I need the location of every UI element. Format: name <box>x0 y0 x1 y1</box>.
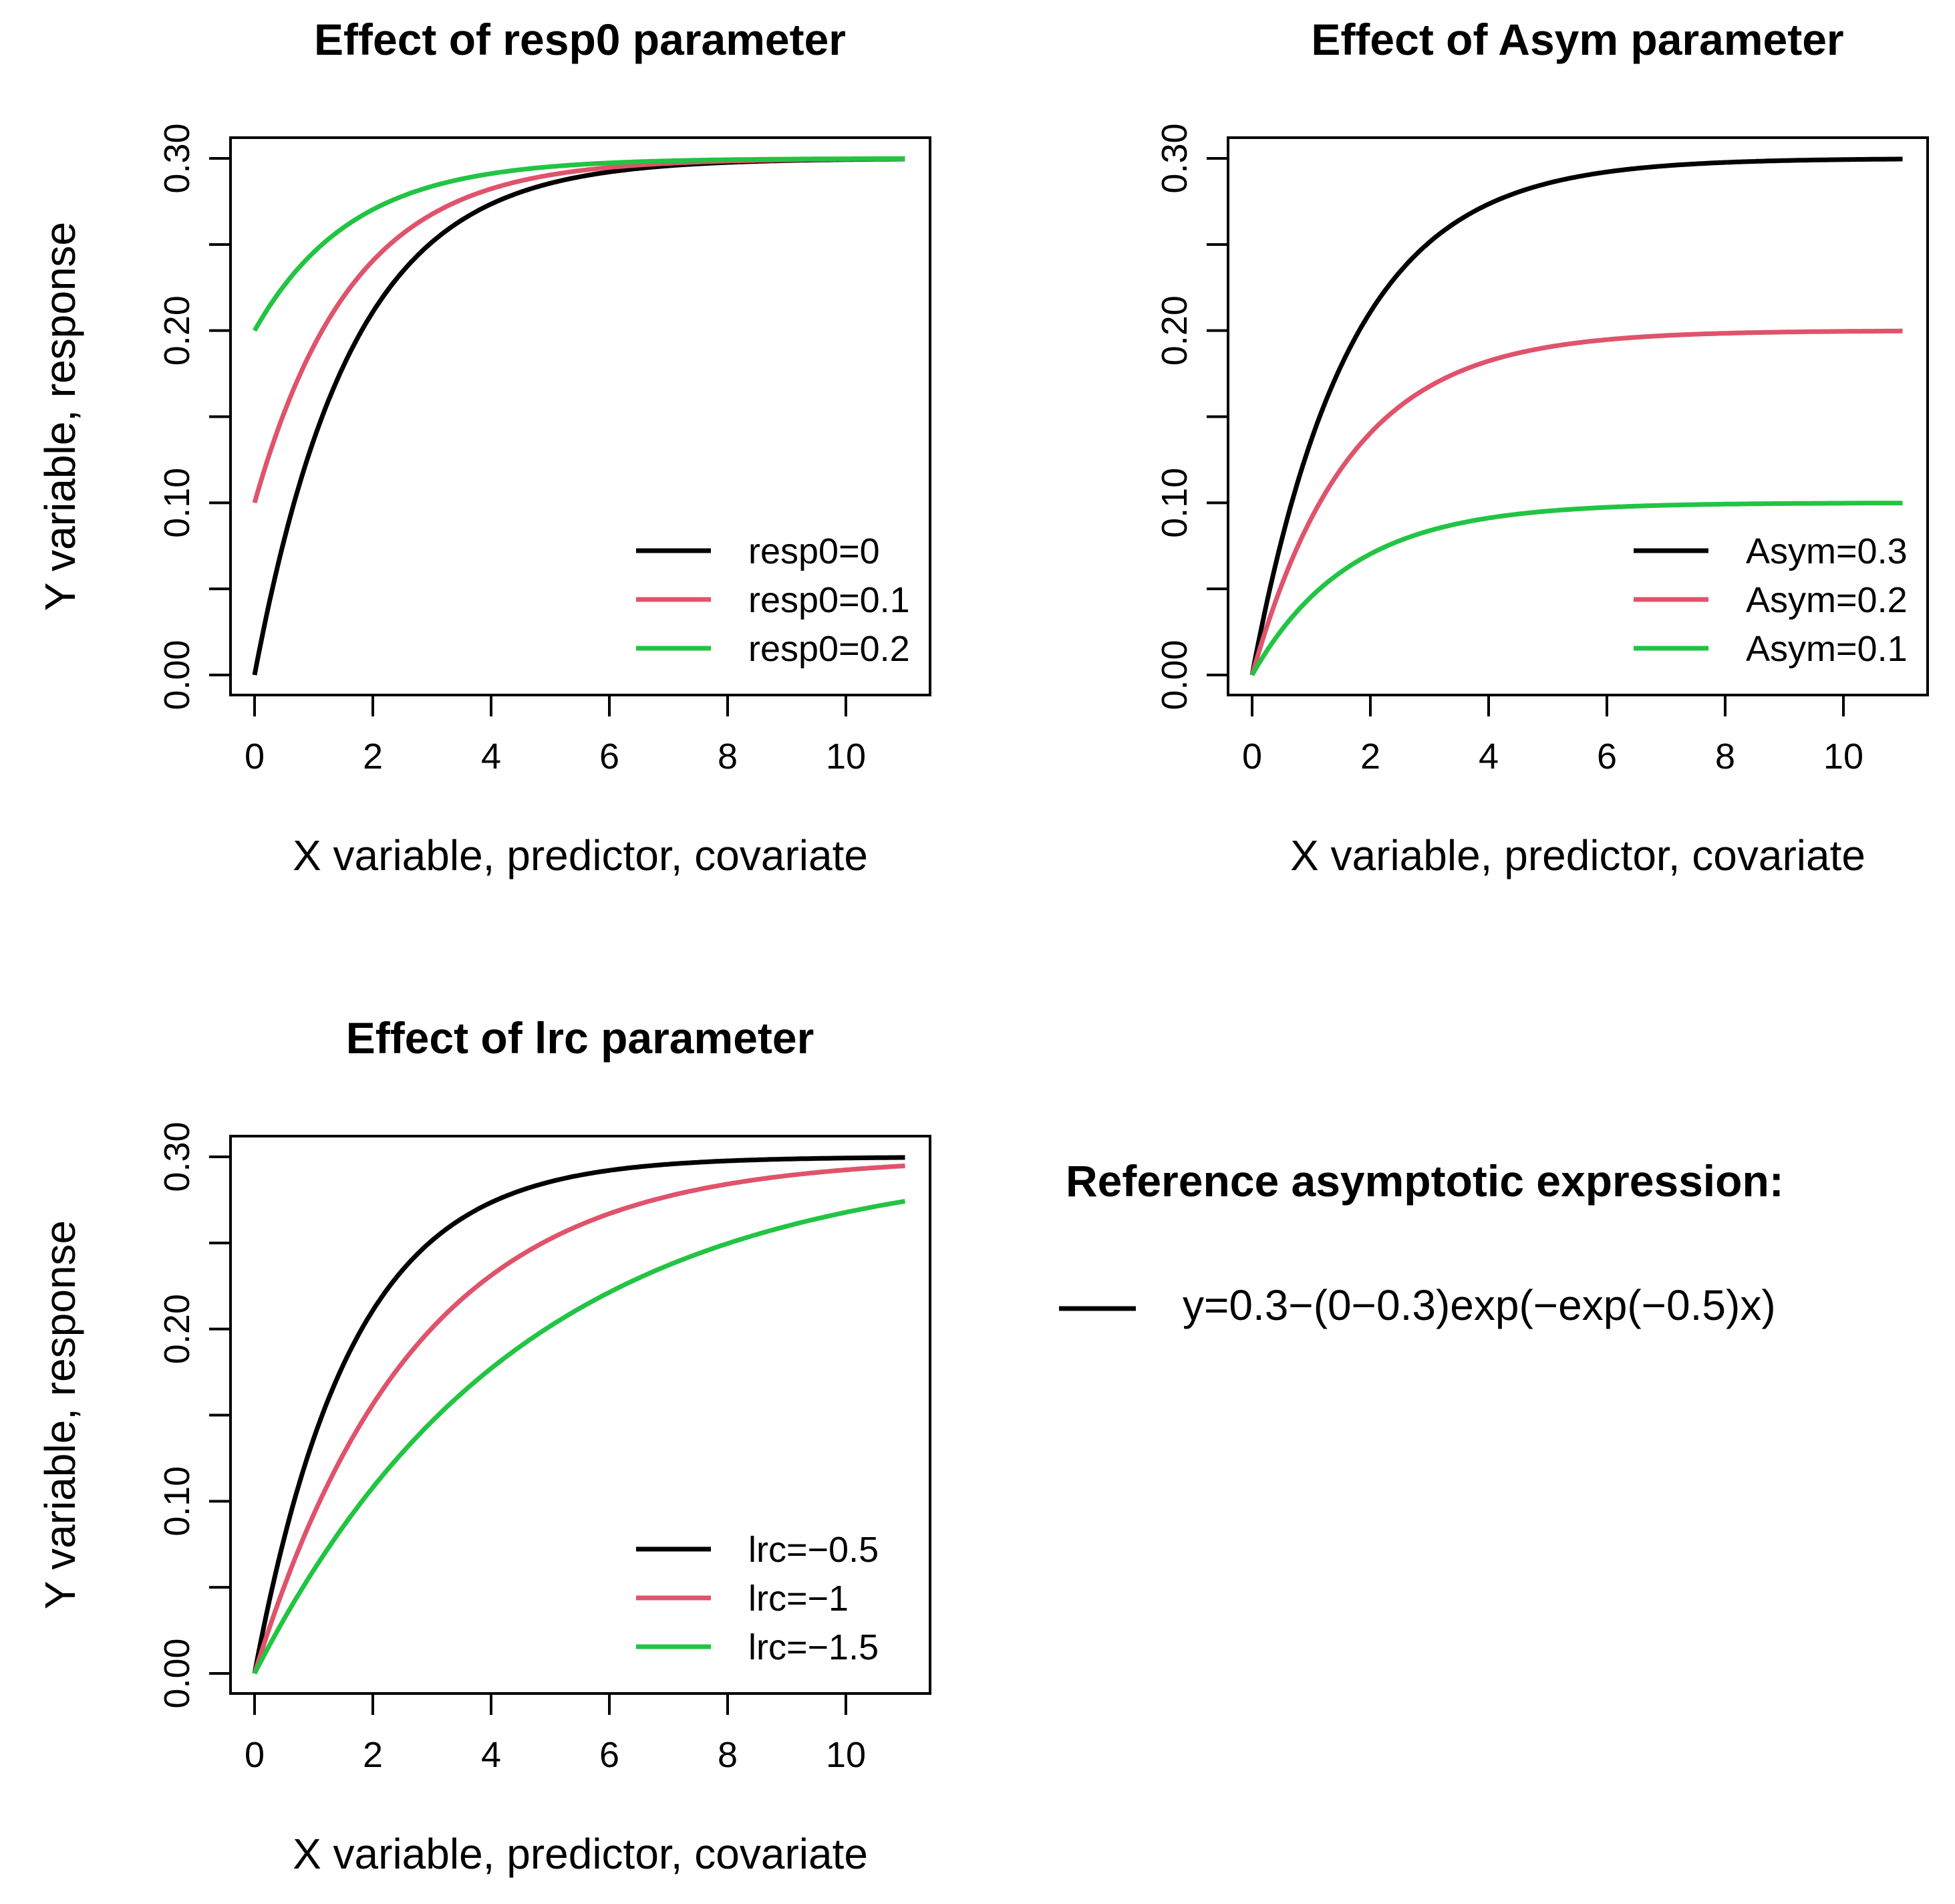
legend-label-3: Asym=0.1 <box>1746 629 1908 669</box>
legend-label-2: lrc=−1 <box>748 1579 849 1619</box>
x-tick-label: 6 <box>599 736 619 777</box>
x-axis-label: X variable, predictor, covariate <box>293 1830 868 1878</box>
y-tick-label: 0.20 <box>157 295 197 366</box>
legend-label-2: Asym=0.2 <box>1746 580 1908 620</box>
legend-label-1: resp0=0 <box>748 531 880 571</box>
legend-label-3: lrc=−1.5 <box>748 1627 879 1667</box>
series-line-3 <box>252 1198 906 1675</box>
x-tick-label: 4 <box>481 1735 501 1775</box>
x-tick-label: 8 <box>1715 736 1735 777</box>
x-axis-label: X variable, predictor, covariate <box>1290 831 1865 879</box>
series-line-1 <box>1249 156 1903 676</box>
y-axis-label: Y variable, response <box>36 222 84 611</box>
y-axis-label: Y variable, response <box>36 1220 84 1609</box>
x-tick-label: 8 <box>718 1735 738 1775</box>
x-tick-label: 4 <box>481 736 501 777</box>
reference-panel: Reference asymptotic expression: y=0.3−(… <box>1059 1156 1784 1329</box>
reference-expression: y=0.3−(0−0.3)exp(−exp(−0.5)x) <box>1183 1281 1776 1329</box>
x-axis-label: X variable, predictor, covariate <box>293 831 868 879</box>
chart-title: Effect of Asym parameter <box>1311 15 1843 64</box>
y-tick-label: 0.20 <box>157 1294 197 1364</box>
y-tick-label: 0.30 <box>157 123 197 193</box>
series-line-2 <box>252 156 905 504</box>
series-line-1 <box>252 1155 905 1674</box>
x-tick-label: 0 <box>245 1735 265 1775</box>
y-tick-label: 0.10 <box>157 1466 197 1536</box>
legend-label-1: lrc=−0.5 <box>748 1530 879 1570</box>
y-tick-label: 0.00 <box>157 640 197 710</box>
legend-label-2: resp0=0.1 <box>748 580 910 620</box>
y-tick-label: 0.30 <box>157 1121 197 1192</box>
reference-title: Reference asymptotic expression: <box>1066 1156 1784 1206</box>
x-tick-label: 6 <box>1597 736 1617 777</box>
x-tick-label: 8 <box>718 736 738 777</box>
x-tick-label: 4 <box>1479 736 1499 777</box>
x-tick-label: 0 <box>1242 736 1262 777</box>
x-tick-label: 2 <box>1360 736 1380 777</box>
legend-label-3: resp0=0.2 <box>748 629 910 669</box>
x-tick-label: 0 <box>245 736 265 777</box>
y-tick-label: 0.00 <box>1155 640 1195 710</box>
y-tick-label: 0.30 <box>1155 123 1195 193</box>
chart-title: Effect of resp0 parameter <box>314 15 846 64</box>
x-tick-label: 10 <box>826 1735 866 1775</box>
y-tick-label: 0.10 <box>157 468 197 538</box>
series-line-3 <box>252 156 905 332</box>
series-line-3 <box>1249 501 1903 676</box>
panel-resp0: Effect of resp0 parameter 0 2 4 6 8 10 0.00 0.10… <box>36 15 931 879</box>
x-tick-label: 6 <box>599 1735 619 1775</box>
series-line-2 <box>1249 328 1903 676</box>
x-tick-label: 10 <box>1823 736 1863 777</box>
chart-title: Effect of lrc parameter <box>346 1013 814 1063</box>
x-tick-label: 2 <box>363 1735 383 1775</box>
y-tick-label: 0.10 <box>1155 468 1195 538</box>
series-line-2 <box>252 1164 905 1675</box>
legend-label-1: Asym=0.3 <box>1746 531 1908 571</box>
panel-lrc: Effect of lrc parameter 0 2 4 6 8 10 0.00 0.10 0.… <box>36 1013 931 1878</box>
x-tick-label: 10 <box>826 736 866 777</box>
x-tick-label: 2 <box>363 736 383 777</box>
y-tick-label: 0.20 <box>1155 295 1195 366</box>
y-tick-label: 0.00 <box>157 1638 197 1708</box>
panel-asym: Effect of Asym parameter 0 2 4 6 8 10 0.00 0.10 0… <box>36 15 1929 879</box>
y-axis-label: Y variable, response <box>36 222 84 611</box>
